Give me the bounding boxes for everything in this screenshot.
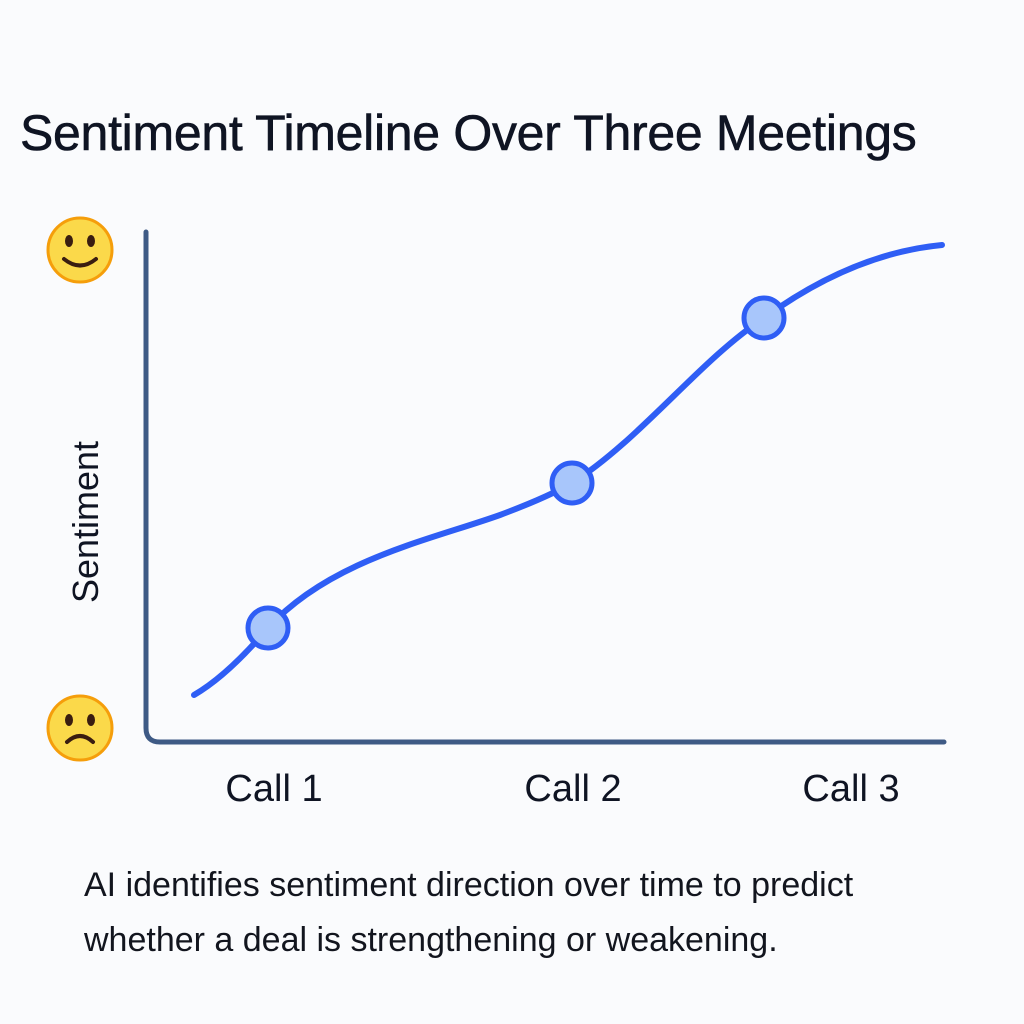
data-point-call-3[interactable] — [741, 295, 787, 341]
x-tick-call-3: Call 3 — [802, 768, 900, 810]
x-tick-call-2: Call 2 — [524, 768, 622, 810]
chart-title: Sentiment Timeline Over Three Meetings — [20, 105, 917, 162]
data-point-call-1[interactable] — [245, 605, 291, 651]
y-axis-label: Sentiment — [65, 440, 106, 604]
sad-face-icon — [46, 694, 114, 762]
data-point-call-2[interactable] — [549, 460, 595, 506]
chart-caption: AI identifies sentiment direction over t… — [84, 866, 854, 959]
happy-face-icon — [46, 216, 114, 284]
axis-lines — [143, 229, 947, 745]
x-tick-call-1: Call 1 — [225, 768, 323, 810]
